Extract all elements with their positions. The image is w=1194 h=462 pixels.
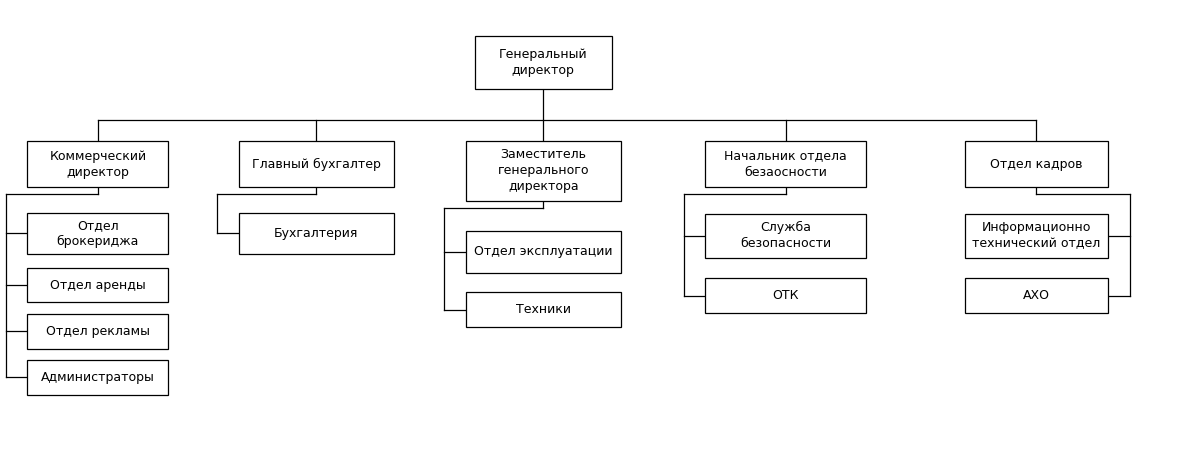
Text: Начальник отдела
безаосности: Начальник отдела безаосности — [725, 150, 847, 178]
Text: Информационно
технический отдел: Информационно технический отдел — [972, 221, 1101, 250]
FancyBboxPatch shape — [965, 213, 1108, 258]
FancyBboxPatch shape — [965, 278, 1108, 313]
FancyBboxPatch shape — [27, 141, 168, 187]
FancyBboxPatch shape — [27, 314, 168, 348]
Text: Коммерческий
директор: Коммерческий директор — [49, 150, 147, 178]
FancyBboxPatch shape — [965, 141, 1108, 187]
FancyBboxPatch shape — [466, 141, 621, 201]
Text: Отдел кадров: Отдел кадров — [990, 158, 1083, 170]
Text: Администраторы: Администраторы — [41, 371, 155, 384]
FancyBboxPatch shape — [27, 213, 168, 254]
Text: Техники: Техники — [516, 303, 571, 316]
Text: Отдел эксплуатации: Отдел эксплуатации — [474, 245, 613, 258]
Text: Бухгалтерия: Бухгалтерия — [275, 227, 358, 240]
Text: АХО: АХО — [1023, 289, 1050, 302]
Text: Служба
безопасности: Служба безопасности — [740, 221, 831, 250]
Text: Генеральный
директор: Генеральный директор — [499, 48, 587, 77]
Text: ОТК: ОТК — [773, 289, 799, 302]
FancyBboxPatch shape — [704, 278, 867, 313]
FancyBboxPatch shape — [466, 231, 621, 273]
FancyBboxPatch shape — [239, 141, 394, 187]
Text: Отдел рекламы: Отдел рекламы — [45, 325, 150, 338]
Text: Главный бухгалтер: Главный бухгалтер — [252, 158, 381, 170]
Text: Заместитель
генерального
директора: Заместитель генерального директора — [498, 148, 589, 194]
Text: Отдел аренды: Отдел аренды — [50, 279, 146, 292]
FancyBboxPatch shape — [27, 360, 168, 395]
Text: Отдел
брокериджа: Отдел брокериджа — [57, 219, 139, 248]
FancyBboxPatch shape — [239, 213, 394, 254]
FancyBboxPatch shape — [704, 141, 867, 187]
FancyBboxPatch shape — [704, 213, 867, 258]
FancyBboxPatch shape — [27, 267, 168, 302]
FancyBboxPatch shape — [475, 36, 613, 89]
FancyBboxPatch shape — [466, 292, 621, 327]
